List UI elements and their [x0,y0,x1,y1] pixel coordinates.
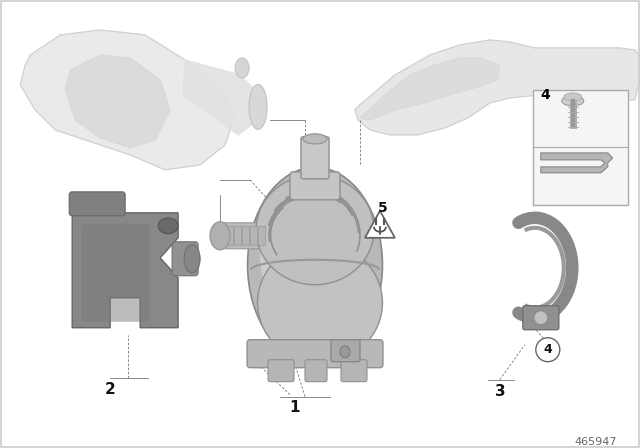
FancyBboxPatch shape [172,242,198,276]
Polygon shape [541,153,612,173]
Circle shape [536,338,560,362]
Text: 3: 3 [495,384,505,399]
FancyBboxPatch shape [247,340,383,368]
Polygon shape [355,40,640,135]
Ellipse shape [235,58,249,78]
Ellipse shape [257,243,383,363]
Polygon shape [183,60,260,135]
Text: 5: 5 [378,201,388,215]
Text: 1: 1 [290,400,300,415]
FancyBboxPatch shape [81,224,149,322]
Polygon shape [365,211,395,238]
FancyBboxPatch shape [341,360,367,382]
FancyBboxPatch shape [268,360,294,382]
Text: 465947: 465947 [575,437,617,447]
Text: 4: 4 [541,88,550,102]
Ellipse shape [562,96,584,106]
Polygon shape [360,58,500,120]
Ellipse shape [184,245,200,273]
FancyBboxPatch shape [259,226,266,246]
Ellipse shape [248,168,383,362]
FancyBboxPatch shape [235,226,241,246]
FancyBboxPatch shape [290,172,340,200]
Ellipse shape [210,222,230,250]
Polygon shape [72,213,178,328]
Polygon shape [65,55,170,148]
Ellipse shape [249,84,267,129]
FancyBboxPatch shape [305,360,327,382]
FancyBboxPatch shape [301,137,329,179]
Polygon shape [20,30,235,170]
FancyBboxPatch shape [533,90,628,205]
Text: 4: 4 [543,343,552,356]
FancyBboxPatch shape [218,223,272,249]
Ellipse shape [256,175,374,285]
FancyBboxPatch shape [250,226,257,246]
Circle shape [534,311,548,325]
Ellipse shape [260,185,350,325]
Ellipse shape [303,134,327,144]
Ellipse shape [340,346,350,358]
Text: 2: 2 [105,382,116,397]
FancyBboxPatch shape [227,226,234,246]
Ellipse shape [158,218,178,234]
FancyBboxPatch shape [69,192,125,216]
FancyBboxPatch shape [243,226,250,246]
FancyBboxPatch shape [523,306,559,330]
FancyBboxPatch shape [331,340,360,362]
Ellipse shape [564,93,582,101]
